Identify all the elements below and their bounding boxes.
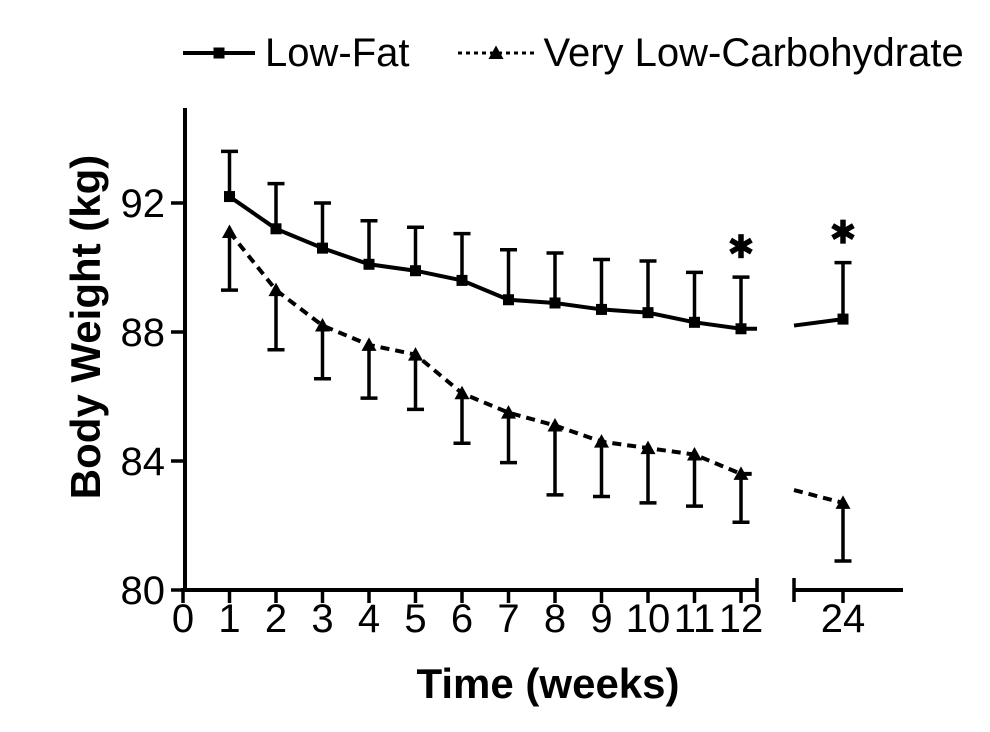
chart-legend: Low-Fat Very Low-Carbohydrate <box>183 31 964 75</box>
square-marker-icon <box>503 294 514 306</box>
x-tick-label: 9 <box>590 597 612 641</box>
triangle-marker-icon <box>835 495 851 509</box>
square-marker-icon <box>596 303 607 315</box>
series-line <box>228 194 757 331</box>
series-very-low-carbohydrate <box>221 224 852 563</box>
triangle-marker-icon <box>222 224 237 239</box>
square-marker-icon <box>224 191 235 203</box>
triangle-marker-icon <box>408 347 423 361</box>
x-tick-label: 3 <box>311 597 333 641</box>
square-marker-icon <box>549 297 561 309</box>
x-tick-label: 12 <box>719 597 764 641</box>
y-axis: 80 84 88 92 <box>121 108 187 613</box>
series-line-after-break <box>793 488 844 505</box>
square-marker-icon <box>270 223 282 235</box>
square-marker-icon <box>213 47 225 59</box>
legend-label-very-low-carbohydrate: Very Low-Carbohydrate <box>543 31 964 75</box>
x-tick-label: 6 <box>451 597 473 641</box>
series-line <box>227 230 757 476</box>
triangle-marker-icon <box>640 440 656 455</box>
triangle-marker-icon <box>488 45 503 59</box>
square-marker-icon <box>317 242 328 254</box>
triangle-marker-icon <box>687 447 702 461</box>
legend-item-very-low-carbohydrate: Very Low-Carbohydrate <box>457 31 964 75</box>
asterisk-icon <box>729 237 753 255</box>
x-tick-label: 5 <box>404 597 426 641</box>
asterisk-icon <box>831 223 855 241</box>
x-axis-title: Time (weeks) <box>416 660 680 707</box>
triangle-marker-icon <box>454 385 470 400</box>
triangle-marker-icon <box>315 318 330 332</box>
x-tick-label: 8 <box>544 597 566 641</box>
x-tick-label: 11 <box>674 597 716 641</box>
x-tick-label: 1 <box>218 597 240 641</box>
square-marker-icon <box>642 307 654 319</box>
triangle-marker-icon <box>361 337 377 351</box>
square-marker-icon <box>456 274 468 286</box>
y-tick-label: 84 <box>121 440 166 484</box>
x-axis: 0 1 2 3 4 5 6 7 8 9 10 11 12 24 <box>172 578 903 641</box>
x-tick-label: 7 <box>497 597 519 641</box>
square-marker-icon <box>363 258 375 270</box>
y-tick-label: 80 <box>121 569 166 613</box>
square-marker-icon <box>689 316 700 328</box>
triangle-marker-icon <box>501 405 516 419</box>
square-marker-icon <box>735 323 747 335</box>
x-tick-label: 0 <box>172 597 194 641</box>
square-marker-icon <box>837 313 849 325</box>
x-tick-label: 4 <box>358 597 380 641</box>
triangle-marker-icon <box>547 418 563 432</box>
very-low-carbohydrate-swatch <box>457 45 534 59</box>
series-low-fat <box>221 149 852 335</box>
series-line-after-break <box>793 317 844 328</box>
x-tick-label: 2 <box>265 597 287 641</box>
y-tick-label: 88 <box>121 311 166 355</box>
triangle-marker-icon <box>733 466 749 480</box>
triangle-marker-icon <box>268 282 284 297</box>
annotations <box>729 219 855 259</box>
triangle-marker-icon <box>594 434 609 448</box>
low-fat-swatch <box>183 47 255 59</box>
x-tick-label: 24 <box>821 597 866 641</box>
square-marker-icon <box>410 265 421 277</box>
x-tick-label: 10 <box>626 597 671 641</box>
legend-label-low-fat: Low-Fat <box>265 31 410 75</box>
legend-item-low-fat: Low-Fat <box>183 31 410 75</box>
y-tick-label: 92 <box>121 182 166 226</box>
